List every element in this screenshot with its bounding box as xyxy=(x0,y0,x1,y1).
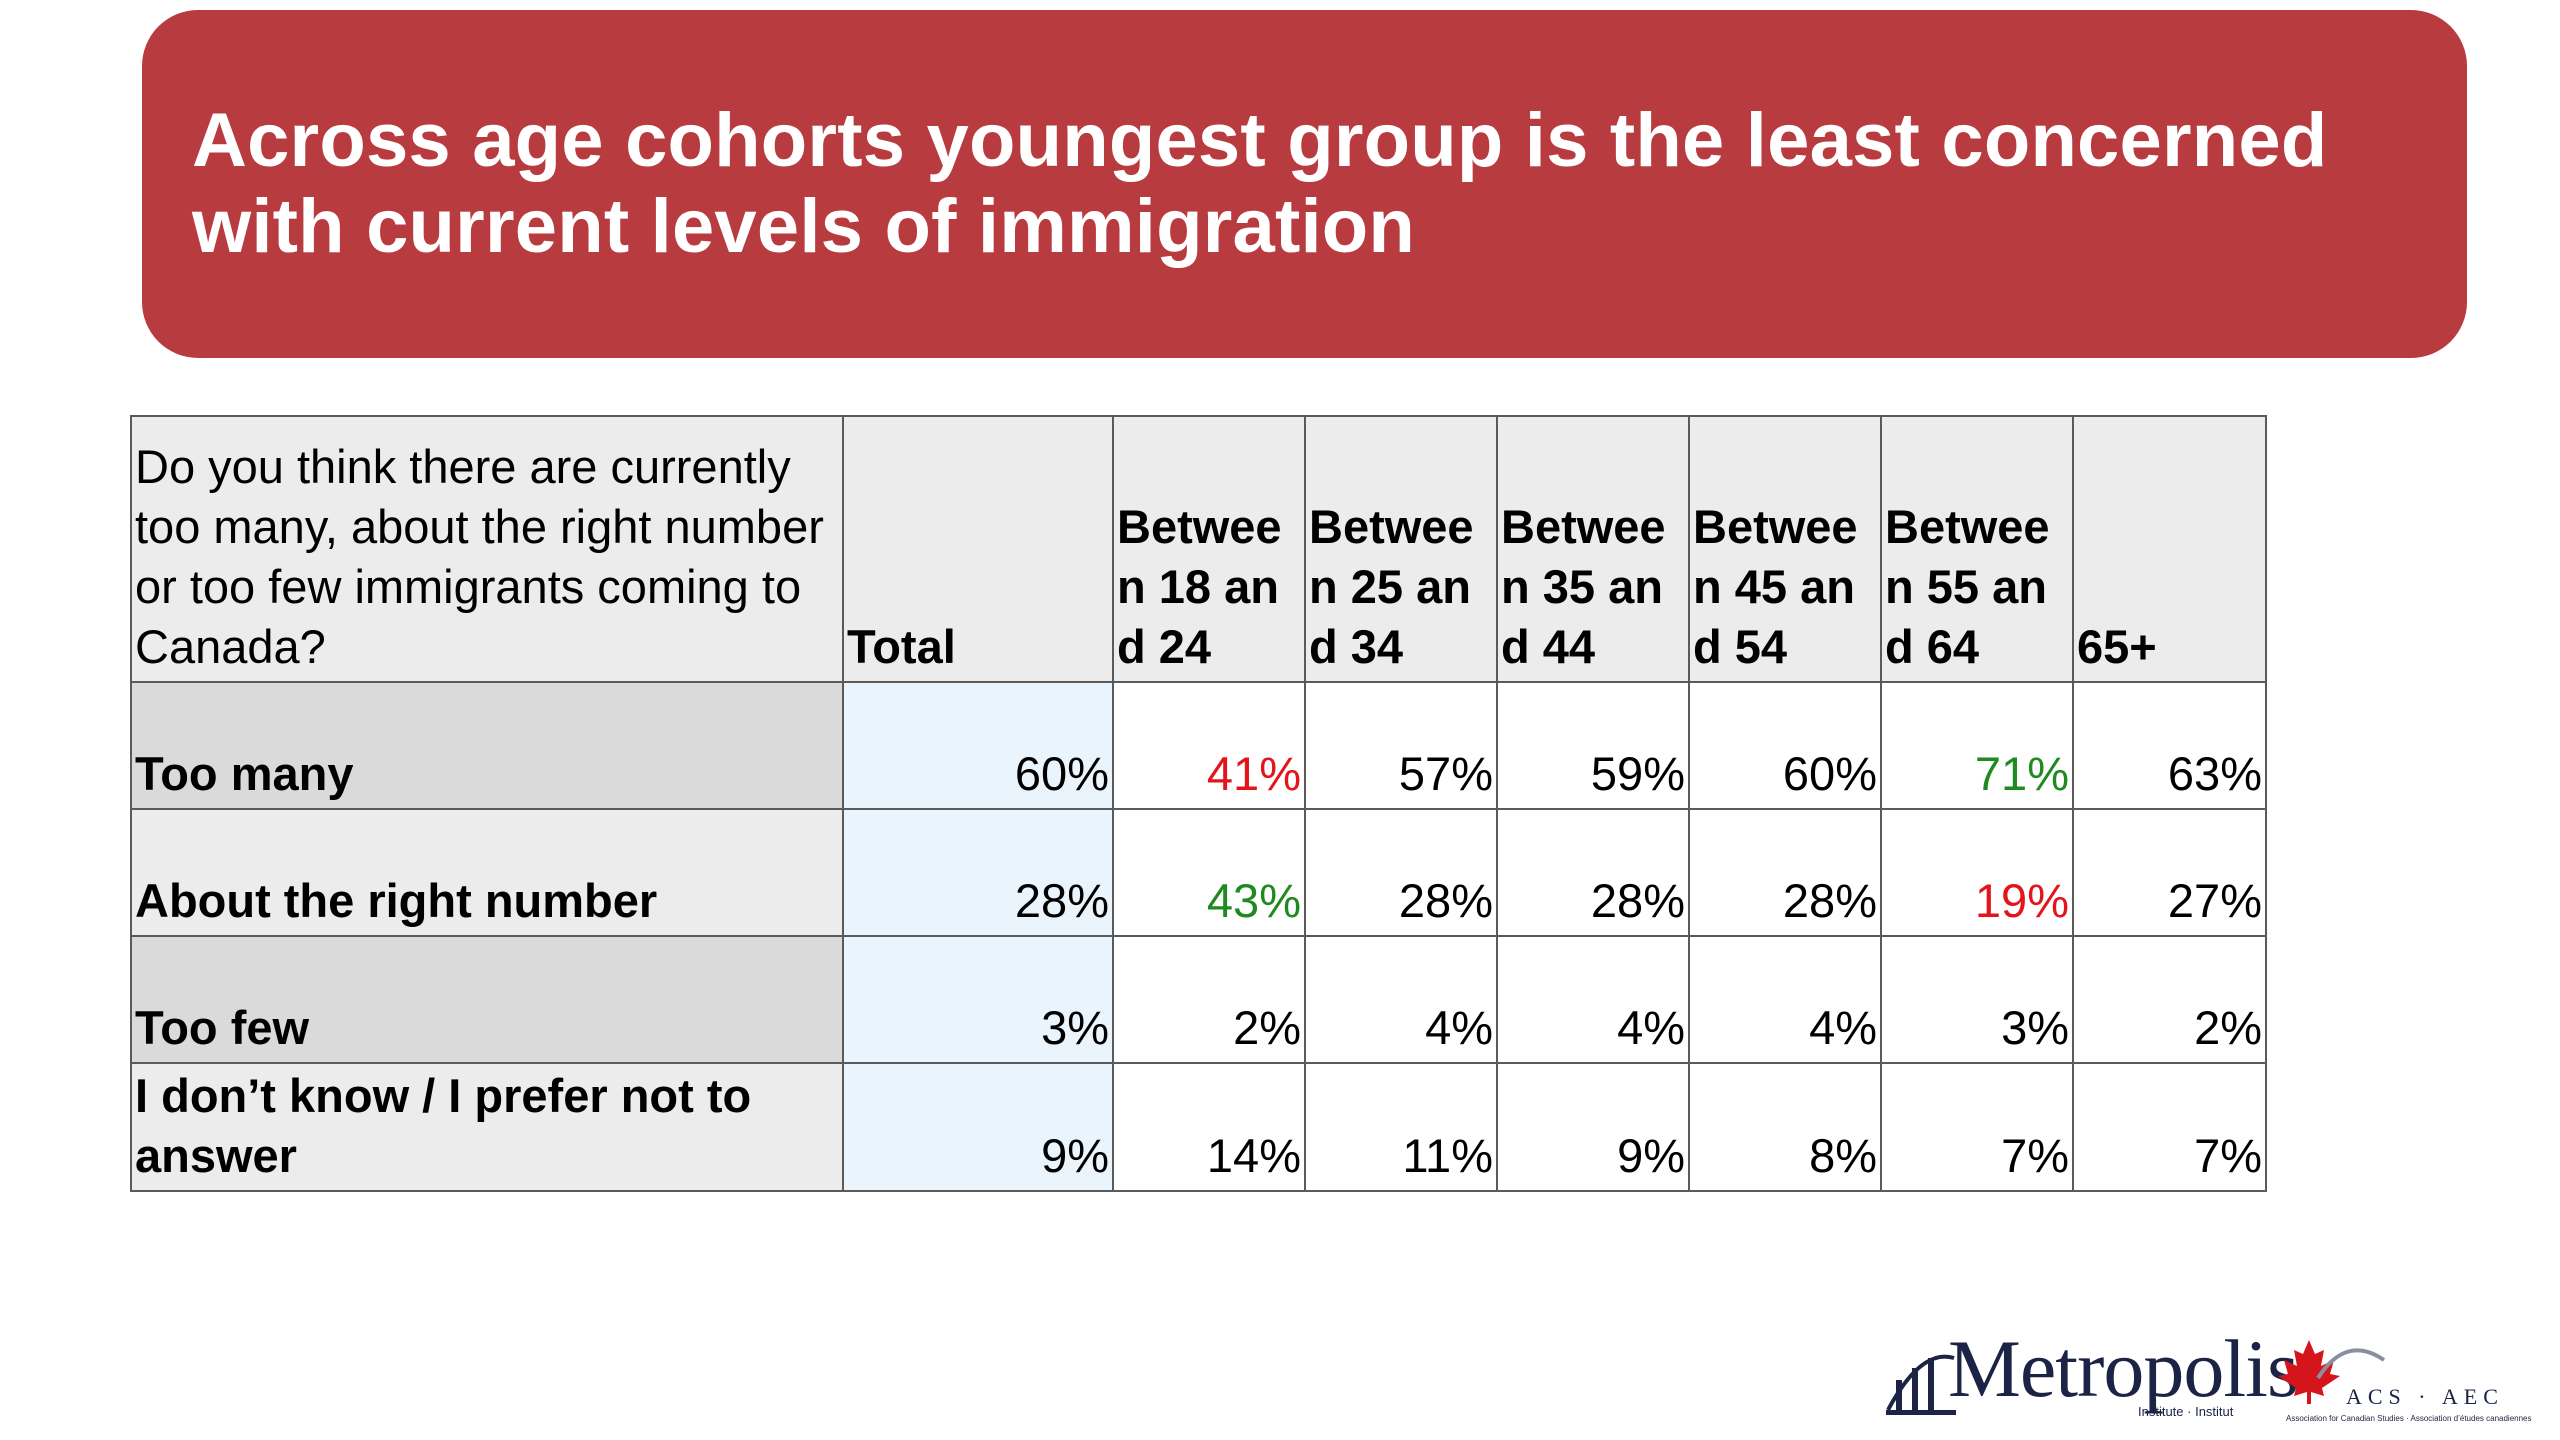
column-header-35-44: Between 35 and 44 xyxy=(1496,415,1690,683)
maple-leaf-icon xyxy=(2278,1340,2340,1404)
value-cell: 28% xyxy=(1496,808,1690,937)
value-cell: 28% xyxy=(1688,808,1882,937)
bridge-icon xyxy=(1886,1354,1956,1415)
question-cell: Do you think there are currently too man… xyxy=(130,415,844,683)
value-cell: 2% xyxy=(1112,935,1306,1064)
row-label: Too few xyxy=(130,935,844,1064)
value-cell: 11% xyxy=(1304,1062,1498,1192)
table-row-too-few: Too few 3% 2% 4% 4% 4% 3% 2% xyxy=(130,935,2267,1064)
value-cell: 60% xyxy=(1688,681,1882,810)
survey-table: Do you think there are currently too man… xyxy=(130,415,2267,1192)
value-cell: 59% xyxy=(1496,681,1690,810)
value-cell: 7% xyxy=(2072,1062,2267,1192)
value-cell: 60% xyxy=(842,681,1114,810)
acs-aec-tagline: Association for Canadian Studies · Assoc… xyxy=(2286,1414,2532,1423)
column-header-65-plus: 65+ xyxy=(2072,415,2267,683)
acs-aec-logo-text: ACS · AEC xyxy=(2346,1384,2504,1409)
row-label: About the right number xyxy=(130,808,844,937)
table-row-about-right: About the right number 28% 43% 28% 28% 2… xyxy=(130,808,2267,937)
value-cell: 14% xyxy=(1112,1062,1306,1192)
value-cell-lowest: 41% xyxy=(1112,681,1306,810)
page-title-line-1: Across age cohorts youngest group is the… xyxy=(192,98,2328,183)
value-cell: 27% xyxy=(2072,808,2267,937)
title-banner: Across age cohorts youngest group is the… xyxy=(142,10,2467,358)
metropolis-tagline: Institute · Institut xyxy=(2138,1404,2234,1419)
table-header-row: Do you think there are currently too man… xyxy=(130,415,2267,683)
value-cell: 2% xyxy=(2072,935,2267,1064)
value-cell: 4% xyxy=(1496,935,1690,1064)
value-cell: 7% xyxy=(1880,1062,2074,1192)
value-cell-highest: 43% xyxy=(1112,808,1306,937)
value-cell-highest: 71% xyxy=(1880,681,2074,810)
footer-logos: Metropolis Institute · Institut ACS · AE… xyxy=(1886,1320,2546,1430)
row-label: Too many xyxy=(130,681,844,810)
swoosh-icon xyxy=(2316,1348,2386,1380)
value-cell: 3% xyxy=(1880,935,2074,1064)
value-cell: 3% xyxy=(842,935,1114,1064)
row-label: I don’t know / I prefer not to answer xyxy=(130,1062,844,1192)
page-title-line-2: with current levels of immigration xyxy=(192,184,1416,269)
value-cell: 28% xyxy=(1304,808,1498,937)
table-row-dont-know: I don’t know / I prefer not to answer 9%… xyxy=(130,1062,2267,1192)
value-cell: 4% xyxy=(1688,935,1882,1064)
value-cell: 8% xyxy=(1688,1062,1882,1192)
value-cell: 57% xyxy=(1304,681,1498,810)
column-header-55-64: Between 55 and 64 xyxy=(1880,415,2074,683)
value-cell: 9% xyxy=(1496,1062,1690,1192)
value-cell: 63% xyxy=(2072,681,2267,810)
value-cell: 4% xyxy=(1304,935,1498,1064)
value-cell-lowest: 19% xyxy=(1880,808,2074,937)
value-cell: 28% xyxy=(842,808,1114,937)
column-header-18-24: Between 18 and 24 xyxy=(1112,415,1306,683)
value-cell: 9% xyxy=(842,1062,1114,1192)
column-header-25-34: Between 25 and 34 xyxy=(1304,415,1498,683)
column-header-total: Total xyxy=(842,415,1114,683)
column-header-45-54: Between 45 and 54 xyxy=(1688,415,1882,683)
table-row-too-many: Too many 60% 41% 57% 59% 60% 71% 63% xyxy=(130,681,2267,810)
metropolis-logo-text: Metropolis xyxy=(1948,1323,2299,1414)
